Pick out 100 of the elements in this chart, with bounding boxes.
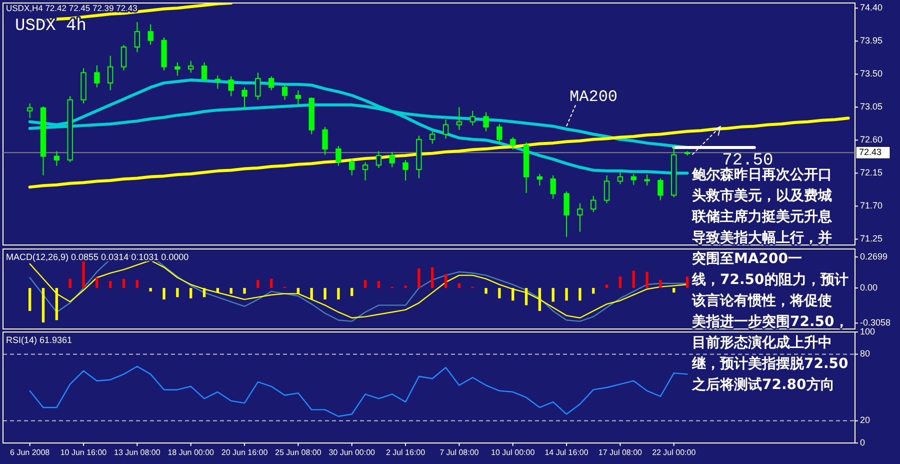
x-tick-label: 17 Jul 08:00 (598, 448, 643, 457)
bar (632, 270, 635, 288)
candlestick (456, 106, 462, 130)
x-tick-label: 10 Jun 16:00 (60, 448, 108, 457)
bar (565, 288, 568, 301)
candlestick (536, 173, 543, 186)
annotation: 线，72.50的阻力，预计 (691, 272, 848, 288)
bar (337, 288, 340, 300)
chart-title: MACD(12,26,9) 0.0855 0.0314 0.1031 0.0000 (6, 252, 189, 262)
bar (672, 288, 676, 293)
y-tick-label: 0.00 (860, 282, 878, 292)
bar (324, 288, 326, 300)
bar (659, 280, 662, 288)
x-tick-label: 20 Jun 16:00 (221, 448, 268, 457)
bar (256, 280, 260, 288)
candlestick (630, 173, 636, 186)
bar (605, 284, 608, 288)
annotation: 之后将测试72.80方向 (691, 376, 834, 393)
annotation: 美指进一步突围72.50， (691, 313, 848, 330)
y-tick-label: 73.05 (860, 102, 883, 112)
bar (243, 288, 246, 294)
annotation: 继，预计美指摆脱72.50 (691, 355, 849, 372)
x-tick-label: 25 Jun 08:00 (275, 448, 322, 457)
bar (42, 288, 45, 322)
candlestick (644, 174, 650, 186)
x-tick-label: 13 Jun 08:00 (114, 448, 161, 457)
candlestick (550, 174, 556, 200)
candlestick (349, 158, 355, 176)
candlestick (228, 76, 234, 97)
y-tick-label: 71.25 (860, 234, 883, 244)
y-tick-label: -0.3058 (860, 317, 891, 328)
x-tick-label: 6 Jun 2008 (10, 448, 50, 457)
bar (431, 267, 434, 288)
annotation: 导致美指大幅上行，并 (692, 229, 832, 246)
bar (82, 262, 85, 288)
annotation: 联储主席力挺美元升息 (691, 208, 833, 225)
bar (122, 278, 126, 288)
candlestick (577, 202, 583, 232)
x-tick-label: 22 Jul 00:00 (652, 448, 696, 457)
y-tick-label: 72.60 (860, 134, 883, 145)
bar (377, 281, 380, 288)
y-tick-label: 0.2699 (860, 251, 888, 262)
candlestick (442, 119, 449, 140)
candlestick (376, 150, 382, 168)
bar (418, 268, 420, 288)
bar (618, 276, 622, 288)
text: USDX 4h (15, 17, 86, 36)
candlestick (389, 151, 395, 168)
candlestick (201, 62, 208, 82)
bar (202, 288, 206, 298)
bar (444, 274, 448, 288)
y-tick-label: 74.40 (860, 2, 883, 13)
candlestick (255, 72, 261, 100)
bar (512, 288, 514, 301)
line-series (28, 116, 850, 189)
bar (552, 288, 554, 302)
bar (484, 288, 488, 294)
bar (149, 288, 152, 292)
ref-line-label: 72.43 (859, 146, 882, 157)
candlestick (483, 112, 489, 132)
y-tick-label: 72.15 (860, 168, 883, 178)
bar (68, 278, 72, 288)
bar (28, 288, 32, 311)
candlestick (336, 146, 342, 166)
bar (578, 288, 582, 301)
bar (524, 288, 528, 306)
annotation: 突围至MA200一 (691, 250, 802, 267)
candlestick (54, 150, 60, 166)
candlestick (214, 75, 221, 90)
annotation: 目前形态演化成上升中 (692, 334, 832, 351)
x-tick-label: 18 Jun 00:00 (168, 448, 215, 457)
bar (498, 288, 501, 298)
y-tick-label: 71.70 (860, 200, 883, 211)
x-tick-label: 14 Jul 16:00 (544, 448, 589, 457)
bar (350, 288, 354, 296)
y-tick-label: 73.95 (860, 36, 883, 46)
candlestick (658, 178, 664, 201)
candlestick (402, 159, 408, 181)
bar (108, 281, 112, 288)
candlestick (430, 130, 436, 144)
candlestick (242, 86, 248, 110)
candlestick (26, 102, 33, 119)
bar (646, 272, 648, 288)
candlestick (496, 124, 502, 144)
chart-subtitle: USDX,H4 72.42 72.45 72.39 72.43 (6, 3, 138, 13)
candlestick (94, 64, 100, 88)
x-tick-label: 30 Jun 00:00 (328, 448, 376, 457)
bar (364, 280, 367, 288)
candlestick (134, 22, 140, 53)
bar (686, 276, 689, 288)
candlestick (188, 60, 194, 74)
candlestick (268, 76, 274, 91)
bar (136, 280, 139, 288)
candlestick (282, 84, 288, 100)
series-label: MA200 (570, 88, 618, 106)
candlestick (564, 190, 570, 238)
candlestick (322, 126, 328, 156)
bar (96, 278, 98, 288)
bar (190, 288, 192, 298)
y-tick-label: 0 (860, 437, 866, 448)
